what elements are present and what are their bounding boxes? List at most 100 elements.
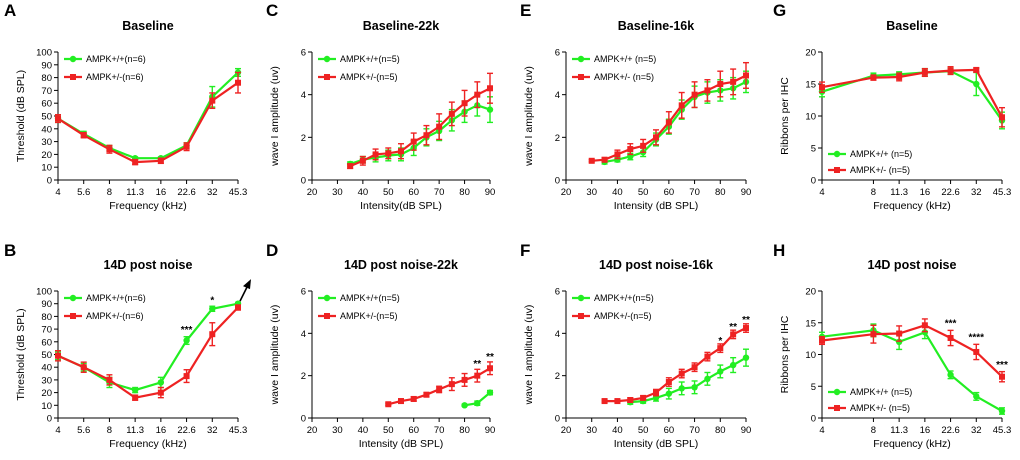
data-point: [132, 159, 139, 166]
y-tick-label: 70: [41, 325, 52, 336]
y-axis-label: Ribbons per IHC: [779, 77, 791, 155]
x-tick-label: 32: [971, 425, 982, 436]
x-tick-label: 45.3: [993, 187, 1012, 198]
data-point: [665, 379, 672, 386]
series-red: AMPK+/-(n=5): [572, 311, 749, 405]
x-tick-label: 90: [741, 187, 752, 198]
data-point: [870, 331, 877, 338]
legend-marker: [69, 294, 77, 302]
x-tick-label: 45.3: [229, 425, 248, 436]
data-point: [704, 353, 711, 360]
significance-marker: **: [729, 322, 737, 333]
legend-marker: [833, 150, 841, 158]
series-line: [57, 302, 239, 392]
significance-marker: **: [742, 315, 750, 326]
x-tick-label: 40: [358, 187, 369, 198]
y-axis-label: wave I amplitude (uv): [269, 66, 281, 167]
arrow-shaft: [239, 284, 249, 302]
x-tick-label: 40: [612, 187, 623, 198]
x-axis-label: Intensity (dB SPL): [359, 438, 444, 450]
x-tick-label: 4: [819, 187, 824, 198]
x-tick-label: 50: [638, 187, 649, 198]
data-point: [653, 389, 659, 396]
panel-title: Baseline: [122, 19, 173, 33]
x-tick-label: 11.3: [890, 425, 908, 436]
series-red: AMPK+/-(n=6): [55, 71, 241, 166]
y-axis-label: wave I amplitude (uv): [523, 66, 535, 167]
x-tick-label: 90: [485, 425, 496, 436]
legend-label: AMPK+/+(n=5): [594, 293, 654, 303]
y-tick-label: 6: [555, 48, 560, 59]
x-tick-label: 80: [459, 187, 470, 198]
panel-title: Baseline-22k: [363, 19, 439, 33]
data-point: [486, 389, 494, 396]
data-point: [55, 352, 61, 359]
data-point: [678, 370, 685, 377]
legend-label: AMPK+/+ (n=5): [594, 54, 656, 64]
y-tick-label: 10: [41, 401, 52, 412]
y-tick-label: 30: [41, 137, 52, 148]
x-tick-label: 4: [55, 425, 60, 436]
data-point: [157, 389, 164, 396]
data-point: [947, 334, 954, 341]
x-tick-label: 20: [307, 187, 318, 198]
x-tick-label: 16: [156, 187, 167, 198]
data-point: [947, 371, 954, 379]
data-point: [678, 385, 685, 392]
significance-marker: **: [473, 359, 481, 370]
legend-marker: [834, 405, 840, 411]
data-point: [347, 163, 354, 170]
legend-label: AMPK+/- (n=5): [850, 403, 910, 413]
panel-letter: C: [266, 1, 278, 20]
y-axis-label: wave I amplitude (uv): [269, 305, 281, 406]
panel-f: F 14D post noise-16k 0 2 4 6 20 30 40 50 60 70 80 90 I…: [520, 241, 751, 450]
x-tick-label: 60: [664, 425, 675, 436]
y-tick-label: 80: [41, 312, 52, 323]
data-point: [461, 402, 468, 409]
x-tick-label: 16: [920, 187, 931, 198]
x-tick-label: 20: [561, 425, 572, 436]
y-tick-label: 2: [555, 133, 560, 144]
series-green: AMPK+/+(n=5): [572, 293, 750, 406]
data-point: [601, 398, 608, 405]
legend-marker: [834, 167, 840, 173]
legend-marker: [323, 294, 331, 302]
legend-label: AMPK+/+ (n=5): [850, 387, 912, 397]
y-tick-label: 4: [555, 90, 560, 101]
data-point: [704, 87, 711, 94]
x-tick-label: 80: [459, 425, 470, 436]
x-tick-label: 4: [55, 187, 60, 198]
legend-label: AMPK+/-(n=5): [340, 311, 398, 321]
y-tick-label: 0: [47, 176, 52, 187]
data-point: [183, 143, 190, 150]
y-tick-label: 20: [41, 388, 52, 399]
data-point: [627, 146, 634, 153]
data-point: [717, 81, 724, 87]
data-point: [691, 364, 698, 371]
data-point: [665, 390, 673, 397]
x-tick-label: 22.6: [177, 187, 196, 198]
data-point: [423, 132, 430, 139]
series-line: [349, 87, 491, 168]
x-tick-label: 70: [434, 187, 445, 198]
legend-label: AMPK+/-(n=6): [86, 72, 144, 82]
x-tick-label: 70: [434, 425, 445, 436]
x-tick-label: 5.6: [77, 187, 90, 198]
x-tick-label: 70: [689, 187, 700, 198]
y-tick-label: 80: [41, 73, 52, 84]
data-point: [385, 150, 392, 157]
legend-marker: [578, 74, 584, 80]
panel-title: Baseline: [886, 19, 937, 33]
legend-marker: [69, 55, 77, 63]
data-point: [730, 78, 737, 85]
data-point: [614, 398, 621, 405]
y-tick-label: 10: [805, 112, 816, 123]
series-green: AMPK+/+(n=6): [54, 293, 242, 394]
series-line: [57, 306, 239, 399]
panel-title: 14D post noise: [868, 258, 957, 272]
legend-label: AMPK+/-(n=6): [86, 311, 144, 321]
legend-label: AMPK+/+(n=6): [86, 293, 146, 303]
data-point: [359, 157, 366, 164]
y-tick-label: 4: [301, 329, 306, 340]
